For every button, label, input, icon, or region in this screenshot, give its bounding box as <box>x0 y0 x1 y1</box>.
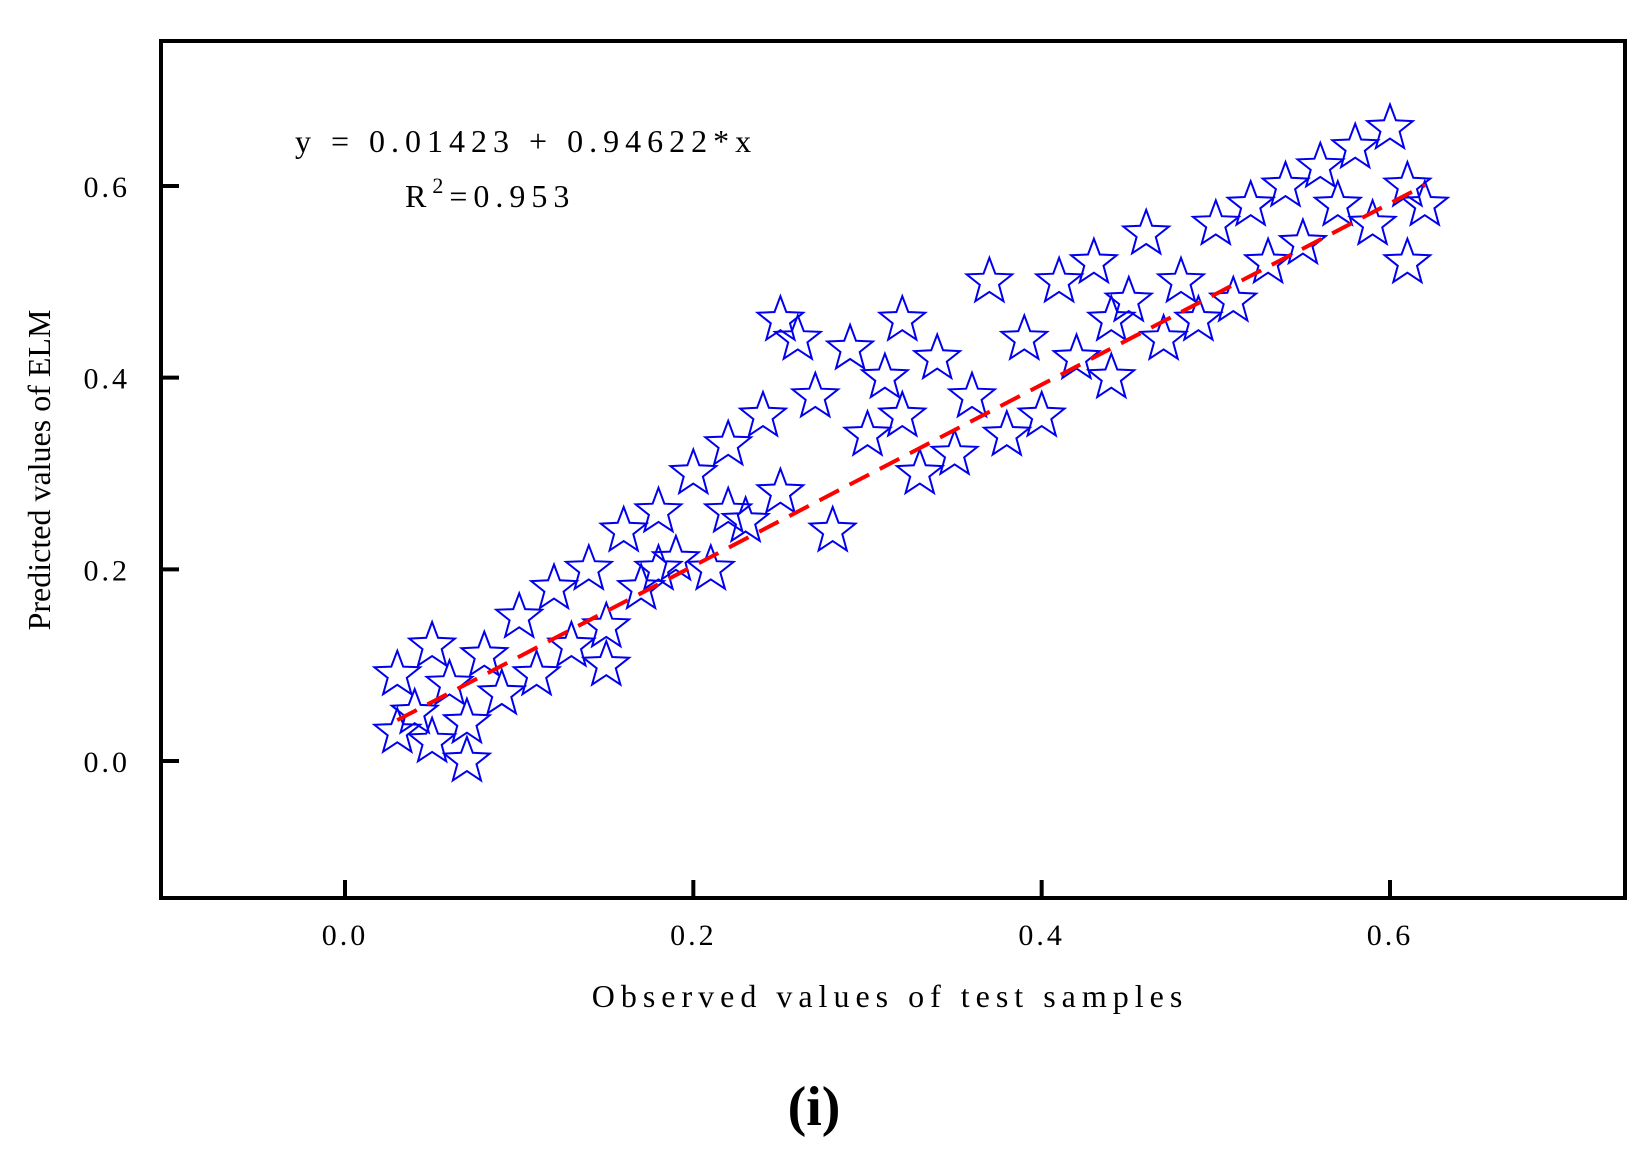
data-point-star <box>511 647 563 697</box>
data-point-star <box>632 542 685 592</box>
data-point-star <box>1085 293 1137 342</box>
data-point-star <box>737 389 789 438</box>
data-point-star <box>1172 293 1224 342</box>
data-point-star <box>1120 207 1172 256</box>
y-tick-label: 0.2 <box>84 554 131 587</box>
x-tick-label: 0.0 <box>322 919 369 952</box>
data-point-star <box>371 705 423 755</box>
data-point-star <box>807 504 859 553</box>
x-axis-ticks: 0.0 0.2 0.4 0.6 <box>322 880 1414 952</box>
y-tick-label: 0.0 <box>84 746 131 779</box>
regression-equation: y = 0.01423 + 0.94622*x <box>295 123 757 159</box>
data-point-star <box>1347 197 1399 247</box>
panel-label: (i) <box>788 1076 841 1138</box>
data-point-star <box>754 465 806 515</box>
x-axis-title: Observed values of test samples <box>592 978 1189 1014</box>
data-point-star <box>876 293 928 342</box>
data-point-star <box>1155 254 1207 304</box>
data-point-star <box>963 254 1015 304</box>
data-point-star <box>1277 216 1329 266</box>
data-point-star <box>580 638 632 687</box>
data-point-star <box>1225 178 1277 227</box>
data-point-star <box>702 417 754 467</box>
data-point-star <box>946 369 998 419</box>
data-point-star <box>563 542 615 592</box>
data-point-star <box>841 408 894 457</box>
data-point-star <box>441 695 493 745</box>
data-point-star <box>1190 197 1242 247</box>
plot-frame <box>159 39 1627 900</box>
data-point-star <box>1207 274 1259 323</box>
data-point-star <box>650 532 702 582</box>
data-points <box>371 101 1451 783</box>
data-point-star <box>389 686 441 735</box>
data-point-star <box>371 647 423 697</box>
data-point-star <box>1242 235 1294 285</box>
data-point-star <box>685 542 737 592</box>
data-point-star <box>441 734 493 783</box>
data-point-star <box>667 446 719 496</box>
data-point-star <box>1312 178 1364 227</box>
data-point-star <box>772 312 824 362</box>
data-point-star <box>859 350 911 400</box>
data-point-star <box>1085 350 1137 400</box>
data-point-star <box>789 369 841 419</box>
data-point-star <box>1068 235 1120 285</box>
data-point-star <box>458 628 510 678</box>
data-point-star <box>1138 312 1190 362</box>
r-squared-value: =0.953 <box>449 178 575 214</box>
data-point-star <box>824 322 876 371</box>
data-point-star <box>998 312 1050 362</box>
data-point-star <box>423 657 476 707</box>
data-point-star <box>702 484 754 534</box>
data-point-star <box>894 446 946 496</box>
x-tick-label: 0.4 <box>1018 919 1065 952</box>
x-tick-label: 0.2 <box>670 919 717 952</box>
data-point-star <box>1103 274 1155 323</box>
data-point-star <box>493 590 545 640</box>
y-axis-ticks: 0.0 0.2 0.4 0.6 <box>84 171 179 779</box>
data-point-star <box>754 293 806 342</box>
data-point-star <box>1016 389 1068 438</box>
x-tick-label: 0.6 <box>1367 919 1414 952</box>
data-point-star <box>476 667 528 716</box>
data-point-star <box>720 494 772 544</box>
y-axis-title: Predicted values of ELM <box>21 310 57 631</box>
data-point-star <box>1399 178 1451 227</box>
data-point-star <box>1033 254 1085 304</box>
y-tick-label: 0.6 <box>84 171 131 204</box>
data-point-star <box>1364 101 1416 151</box>
data-point-star <box>406 714 458 764</box>
data-point-star <box>1381 235 1433 285</box>
data-point-star <box>1329 120 1381 170</box>
data-point-star <box>615 561 667 611</box>
data-point-star <box>545 619 597 668</box>
y-tick-label: 0.4 <box>84 363 131 396</box>
data-point-star <box>406 619 458 668</box>
data-point-star <box>876 389 928 438</box>
data-point-star <box>528 561 580 611</box>
data-point-star <box>911 331 963 381</box>
data-point-star <box>632 484 685 534</box>
regression-line <box>396 183 1426 722</box>
r-squared-label: R2=0.953 <box>405 173 575 214</box>
data-point-star <box>1259 159 1312 208</box>
data-point-star <box>598 504 650 553</box>
r-squared-r: R <box>405 178 432 214</box>
r-squared-superscript: 2 <box>432 173 449 198</box>
data-point-star <box>929 427 981 477</box>
data-point-star <box>981 408 1033 457</box>
data-point-star <box>1294 139 1346 189</box>
